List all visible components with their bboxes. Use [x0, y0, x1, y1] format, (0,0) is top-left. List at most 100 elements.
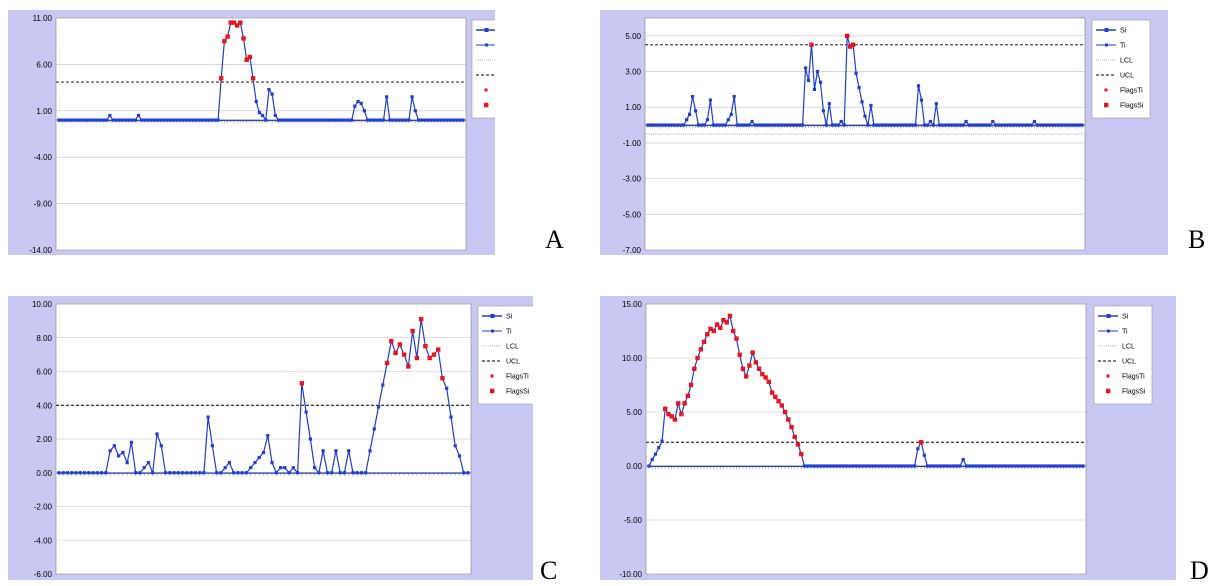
data-point [708, 98, 713, 102]
data-point [1071, 464, 1075, 468]
data-point [652, 123, 656, 127]
data-point [66, 118, 71, 122]
data-point [973, 123, 977, 127]
data-point [854, 71, 858, 75]
data-point [283, 118, 287, 122]
legend-marker-flagsti [490, 374, 494, 378]
data-point [650, 457, 654, 462]
data-point [934, 102, 938, 106]
data-point [839, 119, 843, 124]
legend-box [1093, 305, 1153, 405]
data-point [673, 123, 677, 127]
data-point [410, 95, 414, 99]
data-point [1065, 123, 1069, 127]
data-point [1061, 464, 1066, 468]
data-point [117, 454, 121, 458]
panel-label-d: D [1190, 556, 1209, 585]
flag-point [427, 355, 432, 361]
data-point [991, 119, 995, 124]
data-point [313, 466, 317, 470]
data-point [664, 123, 668, 127]
data-point [1013, 464, 1017, 468]
flag-point [766, 379, 772, 384]
data-point [786, 123, 790, 127]
data-point [130, 118, 134, 122]
data-point [1029, 123, 1034, 127]
data-point [815, 69, 820, 74]
data-point [270, 92, 274, 96]
data-point [445, 386, 449, 390]
data-point [124, 118, 128, 122]
legend-marker-flagsti [484, 88, 488, 92]
data-point [660, 439, 664, 443]
data-point [381, 118, 386, 122]
data-point [699, 123, 704, 127]
y-tick-label: 6.00 [36, 60, 52, 69]
data-point [948, 464, 952, 468]
data-point [661, 123, 665, 127]
data-point [100, 471, 104, 475]
data-point [802, 464, 807, 468]
data-point [244, 471, 249, 475]
legend-marker-flagssi [484, 102, 489, 108]
data-point [955, 464, 959, 468]
data-point [907, 123, 912, 127]
data-point [970, 123, 974, 127]
flag-point [672, 417, 678, 422]
y-tick-label: -5.00 [624, 516, 643, 525]
flag-point [234, 23, 240, 28]
data-point [958, 464, 962, 468]
flag-point [238, 20, 243, 25]
data-point [420, 118, 424, 122]
data-point [1016, 464, 1020, 468]
data-point [92, 118, 96, 122]
data-point [210, 118, 214, 122]
data-point [938, 464, 943, 468]
data-point [176, 471, 180, 475]
flag-point [705, 332, 710, 337]
data-point [866, 123, 870, 127]
data-point [1059, 123, 1063, 127]
legend-marker-si [490, 314, 495, 318]
data-point [138, 471, 142, 475]
data-point [932, 464, 936, 468]
legend-label: Si [506, 314, 513, 321]
data-point [152, 118, 157, 122]
data-point [194, 118, 198, 122]
data-point [759, 123, 763, 127]
legend-marker-flagsti [1104, 88, 1108, 92]
data-point [134, 471, 138, 475]
data-point [219, 471, 223, 475]
data-point [171, 118, 176, 122]
data-point [984, 464, 988, 468]
data-point [197, 471, 202, 475]
data-point [768, 123, 772, 127]
data-point [95, 471, 99, 475]
flag-point [440, 376, 445, 381]
data-point [364, 471, 368, 475]
data-point [324, 118, 328, 122]
data-point [404, 118, 408, 122]
data-point [232, 471, 236, 475]
data-point [744, 123, 748, 127]
data-point [260, 113, 265, 118]
data-point [899, 123, 903, 127]
flag-point [228, 20, 233, 25]
data-point [990, 464, 994, 468]
data-point [388, 118, 392, 122]
data-point [968, 464, 972, 468]
data-point [400, 118, 405, 122]
chart-a-svg: 11.006.001.00-4.00-9.00-14.00SiTiLCLUCLF… [8, 10, 495, 255]
flag-point [250, 76, 256, 81]
data-point [795, 123, 799, 127]
data-point [676, 123, 680, 127]
data-point [435, 118, 440, 122]
data-point [125, 461, 129, 465]
chart-panel-c: 10.00 8.00 6.00 4.00 2.00 0.00 -2.00 -4.00 -6.00… [8, 296, 533, 580]
data-point [385, 95, 389, 99]
data-point [70, 118, 74, 122]
data-point [971, 464, 975, 468]
data-point [223, 466, 227, 470]
data-point [340, 118, 344, 122]
data-point [1032, 119, 1037, 124]
